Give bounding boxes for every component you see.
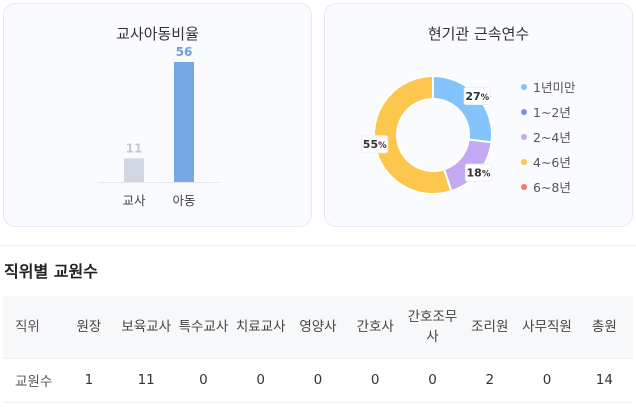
table-header-cell: 간호조무사 — [403, 296, 462, 359]
section-title: 직위별 교원수 — [4, 262, 98, 281]
bar-value-label: 56 — [176, 45, 193, 59]
slice-label-text: 18% — [467, 167, 491, 180]
tenure-card-title: 현기관 근속연수 — [427, 25, 530, 43]
tenure-legend: 1년미만 1~2년 2~4년 4~6년 6~8년 — [521, 74, 575, 199]
table-header-cell: 사무직원 — [518, 296, 576, 359]
bar-value-label: 11 — [126, 141, 143, 155]
tenure-donut-chart: 27%18%55% — [361, 74, 493, 195]
table-cell: 0 — [289, 358, 347, 403]
slice-label: 27% — [463, 86, 491, 105]
legend-item: 1~2년 — [521, 99, 575, 124]
slice-label-box — [361, 135, 389, 154]
donut-slice — [432, 74, 493, 144]
table-cell: 0 — [346, 358, 404, 403]
slice-label-value: 55 — [363, 138, 378, 151]
table-header-cell: 원장 — [60, 296, 118, 359]
slice-label-text: 55% — [363, 138, 387, 151]
slice-label-value: 27 — [465, 90, 480, 103]
ratio-bar-chart: 11 교사 56 아동 — [99, 45, 219, 208]
table-header-cell: 총원 — [575, 296, 633, 359]
section-divider — [0, 245, 636, 246]
legend-label: 1~2년 — [533, 105, 571, 120]
table-cell: 14 — [575, 358, 633, 403]
legend-dot-icon — [521, 183, 527, 190]
table-row: 교원수 1 11 0 0 0 0 0 2 0 14 — [3, 358, 633, 403]
ratio-card-title: 교사아동비율 — [116, 25, 199, 43]
table-cell: 0 — [403, 358, 462, 403]
legend-dot-icon — [521, 83, 527, 90]
legend-label: 2~4년 — [533, 130, 571, 145]
bar — [174, 62, 194, 182]
slice-label-box — [463, 86, 491, 105]
legend-item: 6~8년 — [521, 174, 575, 199]
slice-label: 55% — [361, 135, 389, 154]
table-cell: 11 — [117, 358, 175, 403]
table-header-cell: 보육교사 — [117, 296, 175, 359]
staff-table: 직위 원장 보육교사 특수교사 치료교사 영양사 간호사 간호조무사 조리원 사무직원 총원 교원… — [3, 296, 633, 403]
legend-dot-icon — [521, 158, 527, 165]
donut-slice — [373, 74, 453, 195]
legend-dot-icon — [521, 108, 527, 115]
table-cell: 1 — [60, 358, 118, 403]
tenure-card: 현기관 근속연수 27% 18% 55% 1년미만 1~2년 2~4년 4~6년 6~8년 — [324, 3, 633, 227]
bar-category-label: 아동 — [172, 193, 195, 208]
legend-dot-icon — [521, 133, 527, 140]
table-header-cell: 간호사 — [346, 296, 404, 359]
table-cell: 2 — [461, 358, 519, 403]
slice-label-unit: % — [482, 170, 491, 180]
table-header-cell: 조리원 — [461, 296, 519, 359]
table-header-cell: 치료교사 — [232, 296, 290, 359]
legend-item: 2~4년 — [521, 124, 575, 149]
ratio-card: 교사아동비율 11 교사 56 아동 — [3, 3, 312, 227]
table-header-cell: 영양사 — [289, 296, 347, 359]
bar-category-label: 교사 — [122, 193, 146, 208]
slice-label-unit: % — [481, 93, 490, 103]
slice-label-box — [464, 163, 492, 182]
legend-label: 4~6년 — [533, 155, 571, 170]
legend-label: 6~8년 — [533, 180, 571, 195]
legend-label: 1년미만 — [533, 80, 576, 95]
slice-label-text: 27% — [465, 90, 489, 103]
legend-item: 1년미만 — [521, 74, 575, 99]
table-row-label: 교원수 — [3, 358, 61, 403]
table-header-label: 직위 — [3, 296, 61, 359]
table-cell: 0 — [518, 358, 576, 403]
slice-label-unit: % — [378, 141, 387, 151]
bar — [124, 158, 144, 182]
table-header-row: 직위 원장 보육교사 특수교사 치료교사 영양사 간호사 간호조무사 조리원 사무직원 총원 — [3, 296, 633, 359]
table-cell: 0 — [232, 358, 290, 403]
table-header-cell: 특수교사 — [174, 296, 233, 359]
slice-label-value: 18 — [467, 167, 482, 180]
table-cell: 0 — [174, 358, 233, 403]
legend-item: 4~6년 — [521, 149, 575, 174]
slice-label: 18% — [464, 163, 492, 182]
